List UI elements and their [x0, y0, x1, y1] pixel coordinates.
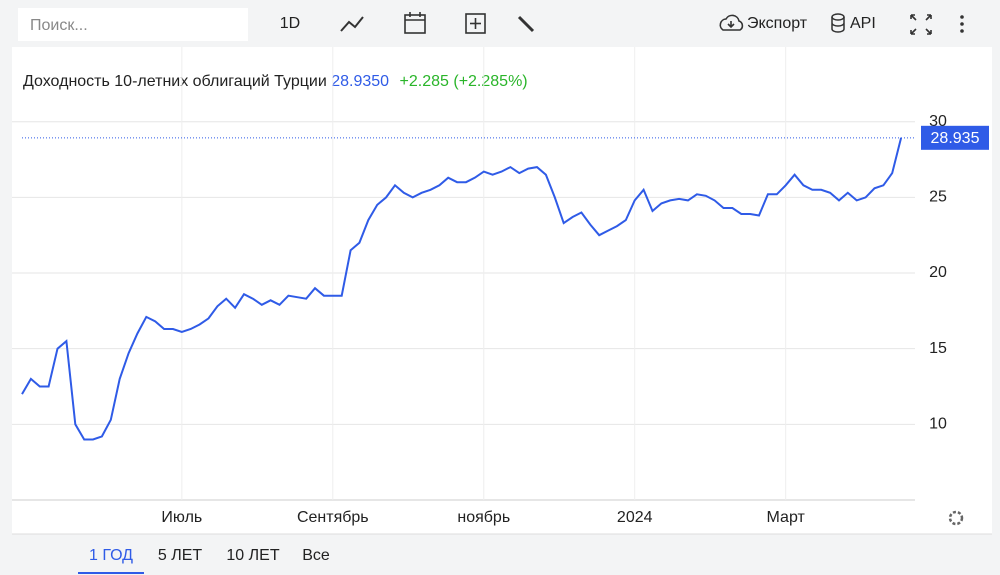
- x-tick-label: 2024: [617, 509, 653, 526]
- price: 28.9350: [331, 73, 389, 90]
- chart-type-icon[interactable]: [340, 16, 364, 32]
- interval-button[interactable]: 1D: [280, 15, 300, 32]
- y-tick-label: 30: [929, 113, 947, 130]
- fullscreen-icon[interactable]: [910, 14, 932, 35]
- range-tab[interactable]: 10 ЛЕТ: [226, 547, 279, 564]
- x-tick-label: Сентябрь: [297, 509, 369, 526]
- y-tick-label: 10: [929, 416, 947, 433]
- y-tick-label: 20: [929, 264, 947, 281]
- calendar-icon[interactable]: [404, 12, 426, 34]
- api-label: API: [850, 15, 876, 32]
- add-indicator-icon[interactable]: [465, 13, 486, 34]
- change: +2.285 (+2.285%): [400, 73, 528, 90]
- range-tab[interactable]: 1 ГОД: [89, 547, 133, 564]
- price-line: [21, 137, 903, 441]
- title: Доходность 10-летних облигаций Турции: [23, 73, 327, 90]
- menu-icon[interactable]: [960, 15, 964, 33]
- y-tick-label: 15: [929, 340, 947, 357]
- search-placeholder: Поиск...: [30, 17, 88, 34]
- range-tab[interactable]: Все: [302, 547, 330, 564]
- api-button[interactable]: API: [831, 13, 876, 33]
- tools-icon[interactable]: [517, 15, 535, 33]
- chart-title: Доходность 10-летних облигаций Турции 28…: [23, 73, 528, 90]
- range-tabs: 1 ГОД 5 ЛЕТ 10 ЛЕТ Все: [78, 547, 330, 574]
- export-label: Экспорт: [747, 15, 808, 32]
- x-tick-label: Июль: [161, 509, 202, 526]
- x-tick-label: Март: [767, 509, 806, 526]
- settings-icon[interactable]: [948, 510, 964, 526]
- current-value-box: [921, 125, 989, 150]
- y-tick-label: 25: [929, 189, 947, 206]
- export-button[interactable]: Экспорт: [719, 14, 808, 32]
- chart-panel: [12, 47, 992, 534]
- range-tab[interactable]: 5 ЛЕТ: [158, 547, 203, 564]
- current-value-label: 28.935: [931, 130, 980, 147]
- search-box[interactable]: [18, 8, 248, 41]
- x-tick-label: ноябрь: [457, 509, 510, 526]
